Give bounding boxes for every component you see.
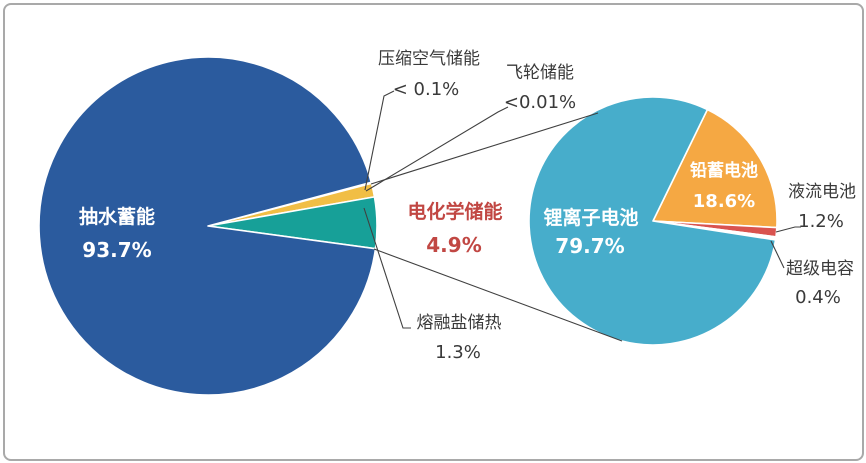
label-flow-battery-pct: 1.2% [798, 211, 844, 232]
label-supercapacitor-name: 超级电容 [786, 259, 854, 279]
pie-slice-lead-acid [652, 108, 778, 229]
label-molten-salt-name: 熔融盐储热 [416, 313, 502, 333]
pie-slice-pumped-hydro [38, 56, 377, 396]
label-lead-acid-pct: 18.6% [692, 191, 756, 212]
label-pumped-hydro-pct: 93.7% [82, 238, 152, 262]
label-electrochemical-name: 电化学储能 [407, 201, 503, 223]
connector-lines [370, 112, 623, 342]
label-flywheel-pct: <0.01% [503, 92, 577, 113]
leader-line-flywheel [365, 106, 509, 192]
label-flow-battery-name: 液流电池 [788, 182, 856, 202]
label-supercapacitor-pct: 0.4% [795, 287, 841, 308]
label-lead-acid-name: 铅蓄电池 [690, 161, 758, 181]
label-lithium-ion-name: 锂离子电池 [543, 207, 639, 229]
leader-line-flow-battery [775, 226, 801, 233]
label-electrochemical-pct: 4.9% [426, 233, 482, 257]
connector-line-bottom [373, 248, 623, 342]
leader-line-supercapacitor [770, 240, 785, 269]
leader-line-compressed-air [364, 90, 395, 191]
label-compressed-air-name: 压缩空气储能 [378, 49, 480, 69]
leader-line-molten-salt [363, 207, 411, 329]
electrochemical-breakdown-pie [528, 96, 778, 346]
label-pumped-hydro-name: 抽水蓄能 [78, 206, 156, 228]
label-molten-salt-pct: 1.3% [435, 342, 481, 363]
leader-lines [363, 90, 801, 329]
pies-group [38, 56, 778, 396]
pie-slice-lithium-ion [528, 96, 777, 346]
label-compressed-air-pct: < 0.1% [392, 79, 460, 100]
label-flywheel-name: 飞轮储能 [506, 63, 574, 83]
connector-line-top [370, 112, 599, 185]
label-lithium-ion-pct: 79.7% [555, 234, 625, 258]
